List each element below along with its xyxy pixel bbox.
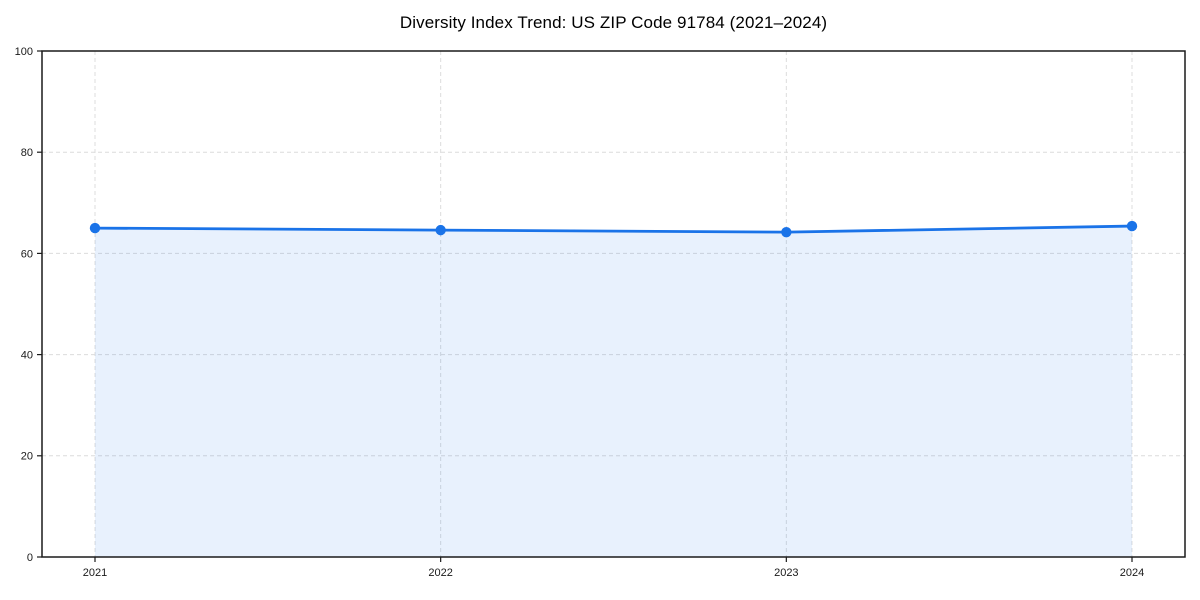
data-point-2022 bbox=[435, 224, 446, 236]
trend-line bbox=[93, 224, 1134, 234]
area-fill bbox=[95, 226, 1132, 558]
data-point-2023 bbox=[781, 226, 792, 238]
x-tick-label: 2024 bbox=[1120, 567, 1144, 579]
plot-border bbox=[41, 50, 1186, 558]
x-tick-label: 2023 bbox=[774, 567, 798, 579]
y-tick-label: 40 bbox=[21, 349, 33, 361]
data-point-2021 bbox=[89, 222, 101, 234]
y-tick-label: 0 bbox=[27, 552, 33, 564]
y-tick-label: 60 bbox=[21, 248, 33, 260]
y-tick-label: 80 bbox=[21, 147, 33, 159]
chart-title: Diversity Index Trend: US ZIP Code 91784… bbox=[399, 13, 828, 32]
data-point-2024 bbox=[1126, 220, 1138, 232]
y-tick-label: 100 bbox=[15, 46, 33, 58]
x-tick-label: 2022 bbox=[428, 567, 452, 579]
y-tick-label: 20 bbox=[21, 451, 33, 463]
x-tick-label: 2021 bbox=[83, 567, 107, 579]
